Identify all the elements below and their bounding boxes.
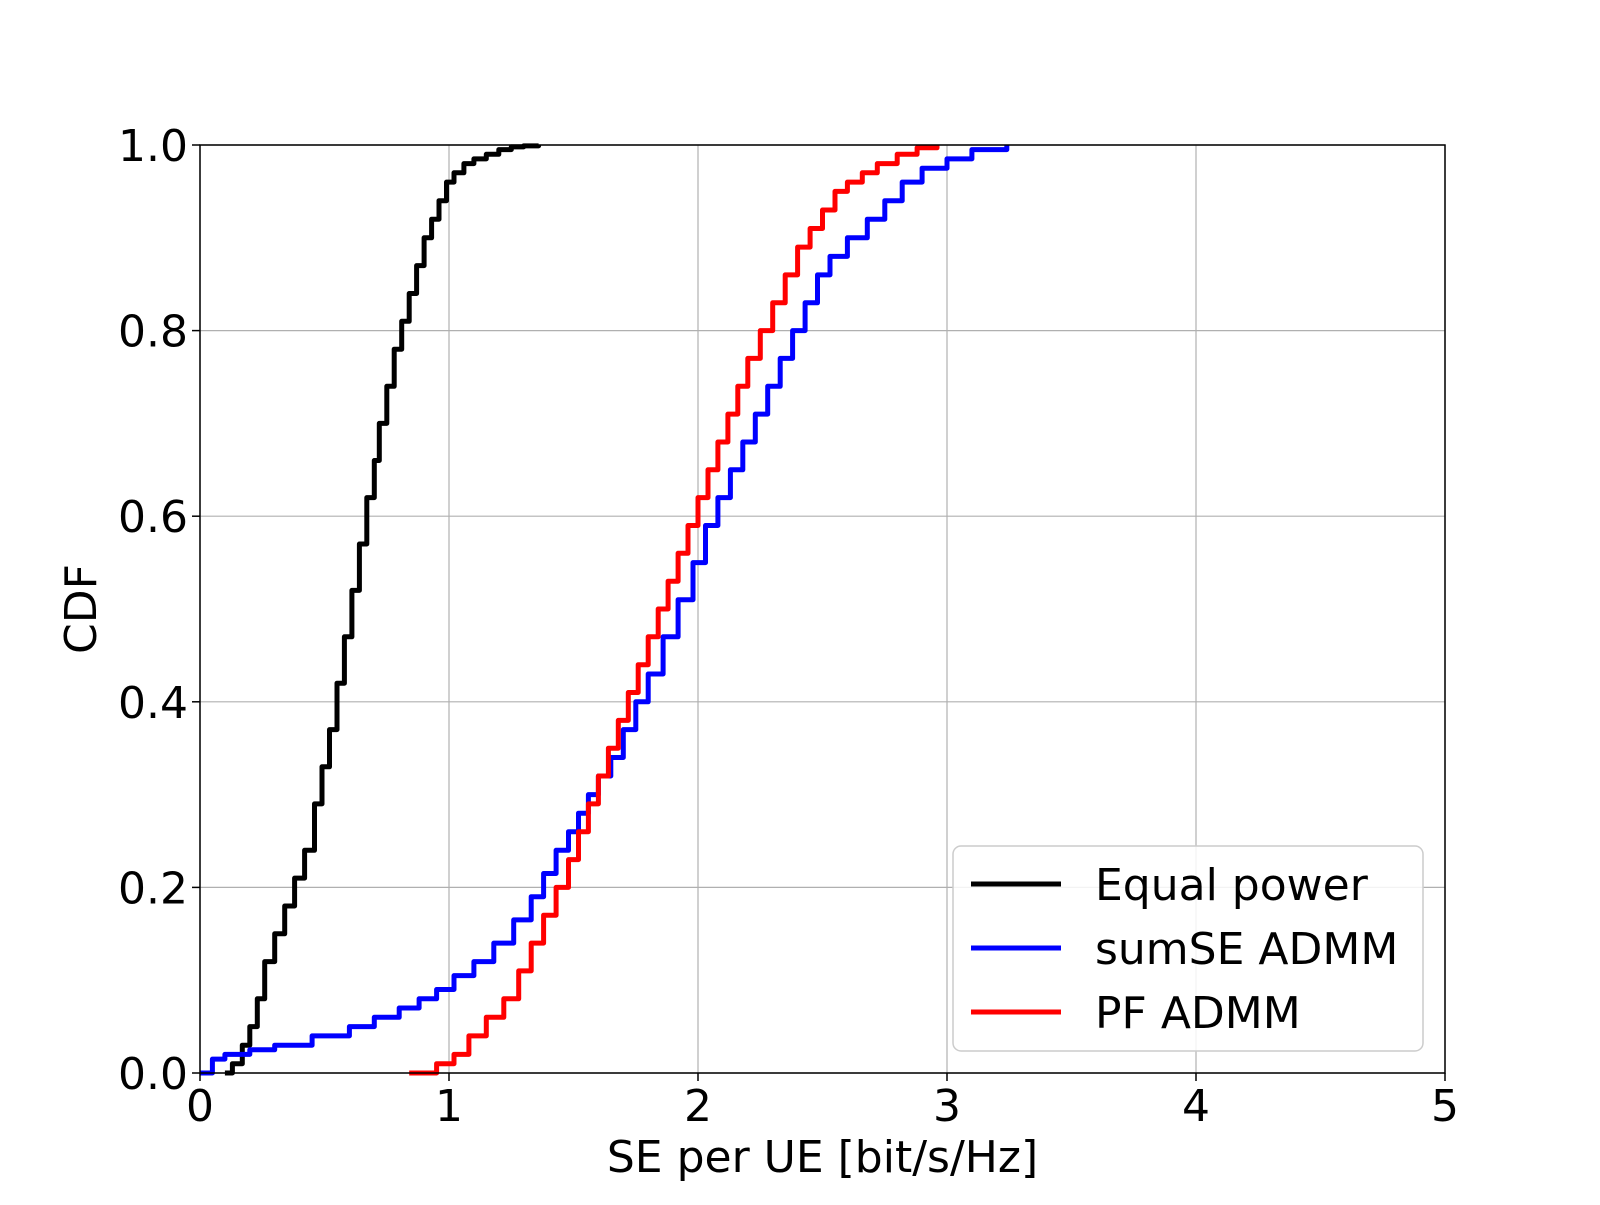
series-lines <box>200 143 1010 1076</box>
x-axis-label: SE per UE [bit/s/Hz] <box>607 1132 1038 1183</box>
y-tick-label: 0.8 <box>118 307 188 358</box>
legend: Equal power sumSE ADMM PF ADMM <box>952 845 1424 1052</box>
y-tick-label: 0.6 <box>118 492 188 543</box>
series-line-2 <box>409 145 940 1076</box>
plot-frame <box>199 144 1446 1074</box>
series-line-0 <box>224 143 542 1076</box>
x-tick-label: 2 <box>684 1081 712 1132</box>
legend-label: Equal power <box>1095 860 1369 911</box>
legend-box <box>952 845 1424 1052</box>
y-axis-label: CDF <box>56 564 107 654</box>
y-tick-label: 0.2 <box>118 863 188 914</box>
y-tick-label: 0.4 <box>118 678 188 729</box>
legend-label: PF ADMM <box>1095 988 1301 1039</box>
legend-label: sumSE ADMM <box>1095 924 1398 975</box>
x-tick-label: 1 <box>435 1081 463 1132</box>
x-tick-label: 0 <box>186 1081 214 1132</box>
tick-labels: 0 1 2 3 4 5 0.0 0.2 0.4 0.6 0.8 1.0 <box>118 121 1459 1132</box>
y-tick-label: 0.0 <box>118 1049 188 1100</box>
y-tick-label: 1.0 <box>118 121 188 172</box>
x-tick-label: 5 <box>1431 1081 1459 1132</box>
x-tick-label: 3 <box>933 1081 961 1132</box>
series-line-1 <box>200 145 1010 1076</box>
x-tick-label: 4 <box>1182 1081 1210 1132</box>
